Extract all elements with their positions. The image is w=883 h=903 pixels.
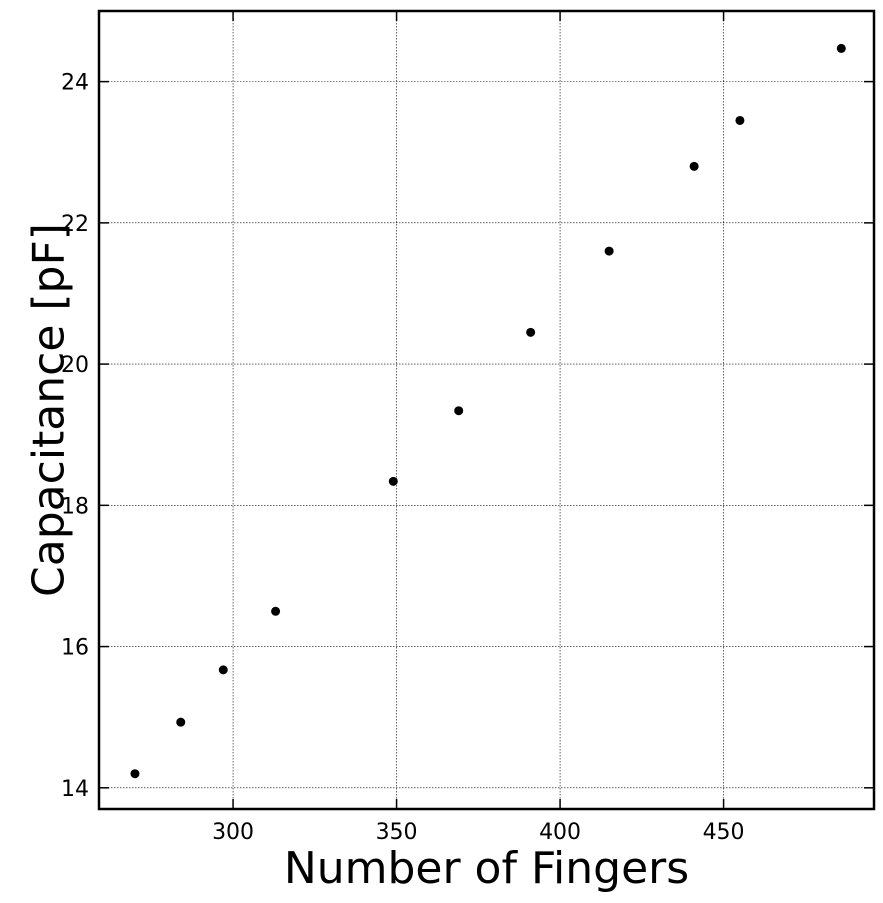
- data-point: [604, 246, 614, 256]
- data-points: [130, 43, 846, 779]
- y-axis-label: Capacitance [pF]: [23, 223, 74, 597]
- y-tick-label: 24: [61, 71, 89, 96]
- data-point: [735, 115, 745, 125]
- data-point: [176, 717, 186, 727]
- x-tick-labels: 300 350 400 450: [212, 820, 745, 845]
- y-tick-label: 22: [61, 212, 89, 237]
- tick-marks: [99, 11, 874, 809]
- y-tick-labels: 14 16 18 20 22 24: [61, 71, 89, 802]
- data-point: [388, 476, 398, 486]
- x-tick-label: 450: [703, 820, 745, 845]
- y-tick-label: 14: [61, 777, 89, 802]
- data-point: [130, 769, 140, 779]
- plot-frame: [97, 9, 876, 811]
- y-tick-label: 18: [61, 494, 89, 519]
- x-axis-label: Number of Fingers: [284, 843, 689, 894]
- data-point: [526, 327, 536, 337]
- x-tick-label: 300: [212, 820, 254, 845]
- y-tick-label: 20: [61, 353, 89, 378]
- data-point: [218, 665, 228, 675]
- x-tick-label: 350: [376, 820, 418, 845]
- y-tick-label: 16: [61, 636, 89, 661]
- x-tick-label: 400: [539, 820, 581, 845]
- grid-lines: [99, 11, 874, 809]
- data-point: [836, 43, 846, 53]
- data-point: [454, 406, 464, 416]
- data-point: [271, 606, 281, 616]
- data-point: [689, 161, 699, 171]
